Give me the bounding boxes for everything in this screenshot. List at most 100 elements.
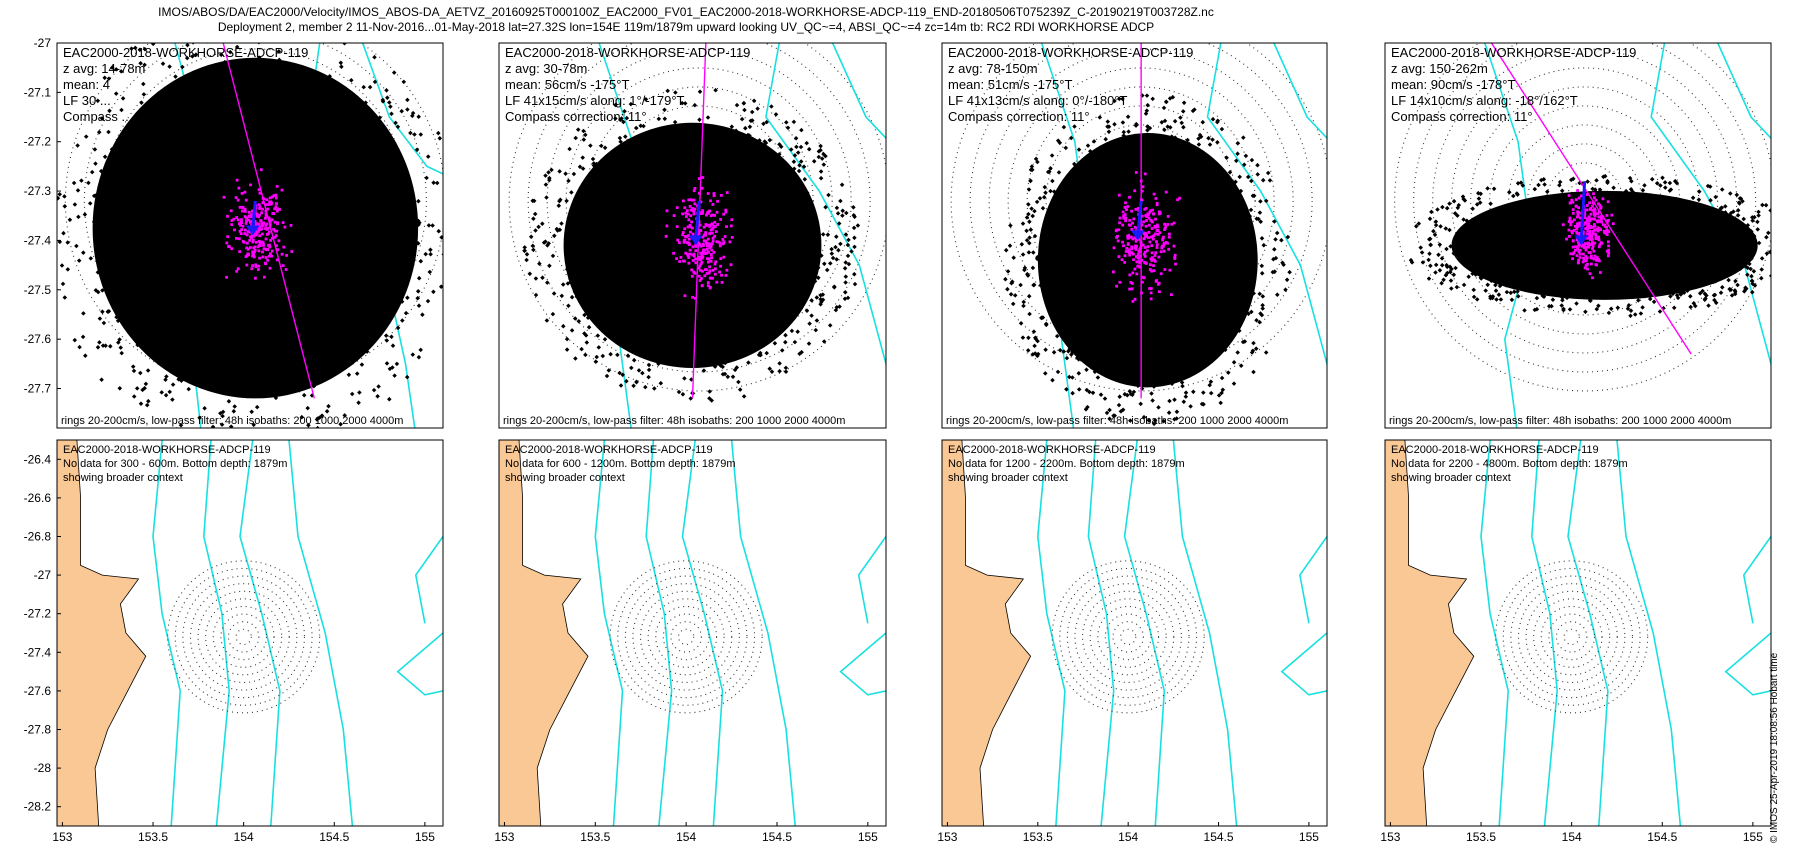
velocity-point: [631, 383, 636, 389]
lowpass-point: [245, 254, 249, 258]
velocity-point: [1123, 148, 1128, 153]
velocity-point: [1713, 300, 1719, 306]
velocity-point: [1197, 157, 1203, 163]
velocity-point: [60, 281, 66, 287]
velocity-point: [1040, 205, 1046, 211]
lowpass-point: [1591, 217, 1595, 221]
velocity-point: [170, 382, 176, 387]
velocity-point: [175, 358, 180, 363]
velocity-point: [304, 38, 309, 43]
lowpass-point: [723, 235, 727, 238]
lowpass-point: [701, 211, 705, 215]
lowpass-point: [1163, 222, 1166, 226]
velocity-point: [57, 195, 61, 201]
velocity-point: [326, 429, 331, 434]
velocity-point: [1564, 295, 1570, 301]
lowpass-point: [1589, 235, 1593, 239]
velocity-point: [1219, 126, 1225, 132]
lowpass-point: [710, 253, 713, 256]
velocity-ring: [546, 48, 852, 354]
velocity-point: [1448, 244, 1453, 249]
velocity-point: [1453, 265, 1458, 271]
x-tick-label: 153.5: [580, 830, 610, 844]
velocity-point: [138, 61, 143, 66]
lowpass-point: [241, 224, 245, 228]
lowpass-point: [1149, 287, 1153, 290]
lowpass-point: [707, 211, 710, 215]
lowpass-point: [269, 200, 273, 204]
velocity-point: [852, 281, 858, 287]
velocity-point: [1605, 190, 1610, 196]
velocity-point: [226, 399, 232, 404]
lowpass-point: [1154, 197, 1158, 200]
velocity-point: [764, 350, 769, 356]
lowpass-point: [1121, 240, 1124, 244]
velocity-point: [384, 88, 389, 93]
velocity-point: [791, 159, 797, 164]
lowpass-point: [1159, 250, 1163, 254]
isobath-line: [1273, 43, 1327, 140]
velocity-point: [1723, 210, 1728, 215]
lowpass-point: [710, 242, 713, 246]
velocity-point: [1640, 188, 1646, 193]
lowpass-point: [250, 267, 254, 271]
velocity-point: [552, 233, 557, 239]
lowpass-point: [1123, 206, 1127, 209]
velocity-point: [159, 390, 164, 395]
velocity-point: [533, 228, 538, 233]
velocity-point: [1126, 129, 1131, 134]
velocity-point: [682, 376, 687, 381]
velocity-point: [1444, 262, 1449, 268]
velocity-point: [106, 129, 111, 135]
velocity-point: [785, 125, 791, 131]
lowpass-point: [274, 234, 278, 237]
lowpass-point: [1134, 244, 1137, 248]
velocity-point: [1196, 136, 1201, 141]
velocity-ring: [167, 560, 321, 714]
velocity-point: [108, 344, 113, 349]
lowpass-point: [277, 239, 281, 243]
velocity-point: [544, 195, 549, 200]
lowpass-point: [1589, 256, 1593, 260]
lowpass-point: [1143, 246, 1147, 249]
context-map-panel-4: 153 153.5 154 154.5 155EAC2000-2018-WORKHORS…: [1380, 439, 1772, 844]
lowpass-point: [249, 183, 252, 187]
velocity-point: [1044, 266, 1049, 272]
lowpass-point: [701, 235, 705, 239]
velocity-point: [1090, 173, 1095, 178]
isobath-line: [1123, 440, 1166, 826]
velocity-point: [730, 374, 736, 380]
velocity-point: [1704, 293, 1709, 298]
lowpass-point: [687, 256, 691, 259]
lowpass-point: [705, 224, 708, 227]
velocity-point: [86, 180, 91, 186]
velocity-point: [1560, 297, 1565, 303]
velocity-point: [1198, 161, 1204, 166]
velocity-point: [1795, 245, 1800, 250]
lowpass-point: [1125, 247, 1129, 250]
velocity-point: [1206, 135, 1211, 141]
velocity-point: [1685, 288, 1690, 293]
lowpass-point: [681, 233, 684, 237]
velocity-point: [1506, 204, 1512, 209]
velocity-ring: [1112, 621, 1144, 653]
lowpass-point: [681, 212, 684, 216]
lowpass-point: [1160, 246, 1164, 250]
velocity-point: [1233, 197, 1238, 202]
lowpass-point: [1588, 219, 1592, 222]
lowpass-point: [1576, 247, 1579, 251]
velocity-point: [1428, 263, 1433, 269]
x-tick-label: 154.5: [319, 830, 349, 844]
instrument-label: EAC2000-2018-WORKHORSE-ADCP-119: [1391, 45, 1636, 60]
map-area: [57, 440, 443, 826]
velocity-point: [561, 323, 566, 329]
velocity-point: [1737, 196, 1743, 201]
lowpass-point: [1112, 270, 1115, 274]
velocity-point: [134, 330, 140, 335]
velocity-point: [1020, 252, 1026, 257]
velocity-point: [550, 253, 556, 259]
lowpass-point: [1599, 271, 1602, 274]
velocity-point: [1055, 270, 1060, 276]
velocity-point: [385, 95, 390, 100]
lowpass-point: [290, 250, 294, 253]
